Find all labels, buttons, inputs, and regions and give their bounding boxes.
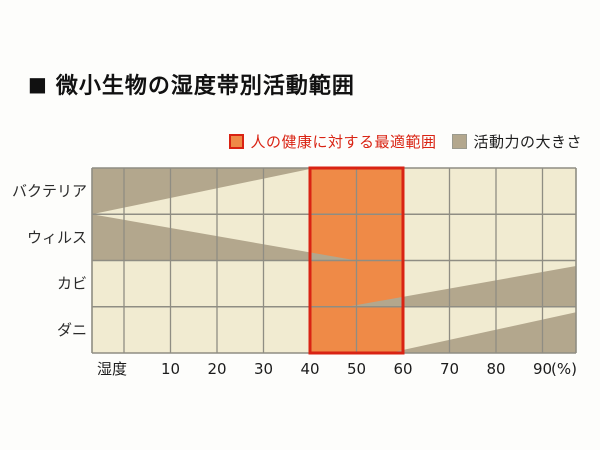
- x-tick-label: 30: [254, 360, 273, 378]
- x-tick-label: 90: [533, 360, 552, 378]
- row-label-1: ウィルス: [27, 228, 87, 246]
- legend-item-optimal: 人の健康に対する最適範囲: [229, 131, 436, 152]
- page-title: ■ 微小生物の湿度帯別活動範囲: [28, 68, 355, 100]
- legend-label-activity: 活動力の大きさ: [473, 133, 582, 151]
- activity-wedge-1: [91, 214, 357, 261]
- x-axis-label: 湿度: [97, 360, 127, 378]
- page-title-text: 微小生物の湿度帯別活動範囲: [55, 74, 355, 99]
- activity-wedge-3: [389, 312, 576, 353]
- optimal-range-border: [308, 166, 405, 355]
- row-label-2: カビ: [57, 275, 87, 293]
- x-tick-label: 70: [440, 360, 459, 378]
- row-label-3: ダニ: [57, 321, 87, 339]
- optimal-range-swatch-icon: [229, 134, 245, 149]
- x-tick-label: 80: [486, 360, 505, 378]
- activity-wedge-0: [91, 168, 315, 215]
- legend-label-optimal: 人の健康に対する最適範囲: [250, 133, 437, 151]
- legend-item-activity: 活動力の大きさ: [452, 131, 582, 152]
- row-label-0: バクテリア: [12, 182, 87, 200]
- x-tick-label: 20: [207, 360, 226, 378]
- x-axis-unit: (%): [551, 360, 577, 378]
- x-tick-label: 60: [393, 360, 412, 378]
- legend: 人の健康に対する最適範囲 活動力の大きさ: [229, 131, 582, 152]
- title-square-icon: ■: [28, 72, 48, 96]
- x-tick-label: 50: [347, 360, 366, 378]
- activity-swatch-icon: [452, 134, 468, 149]
- x-tick-label: 40: [300, 360, 319, 378]
- x-tick-label: 10: [161, 360, 180, 378]
